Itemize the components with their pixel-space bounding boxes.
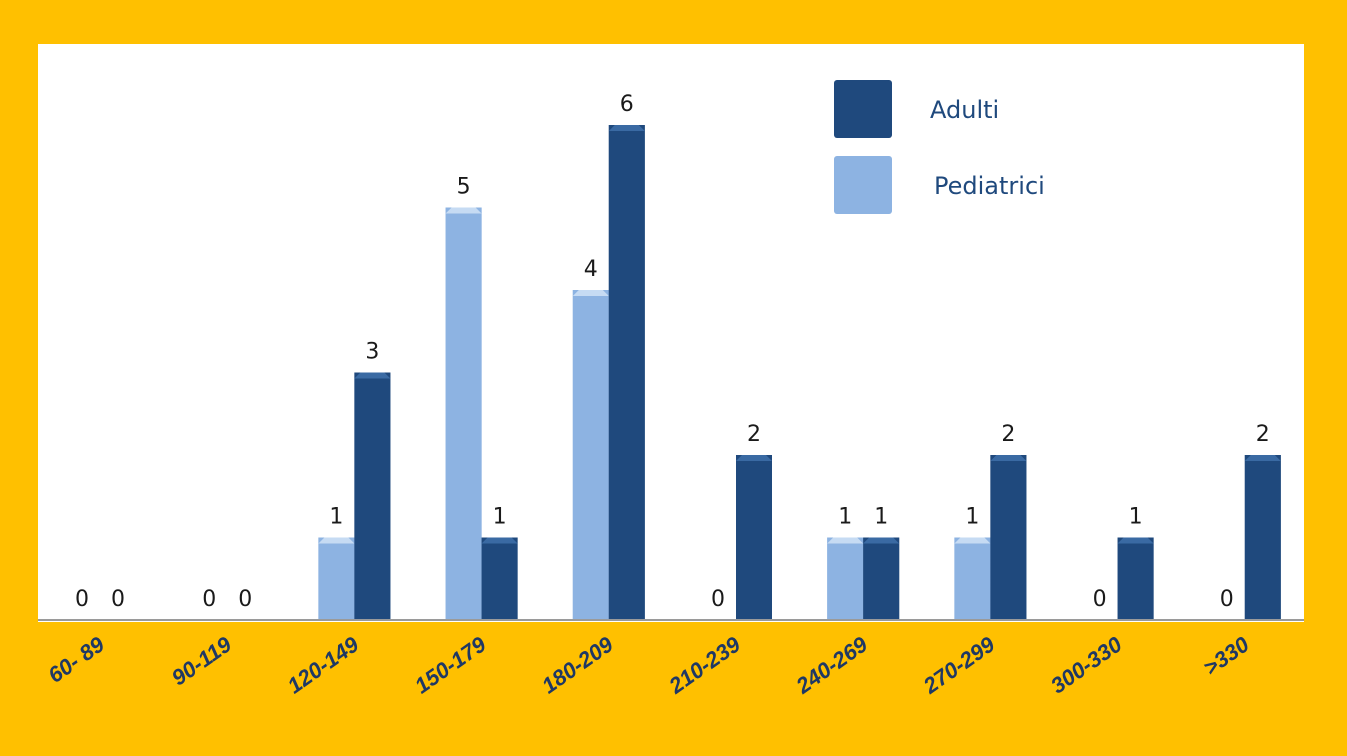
bar-shade-adulti-150-179 bbox=[481, 537, 518, 620]
bar-cap-adulti-120-149 bbox=[354, 372, 391, 379]
value-label-adulti-150-179: 1 bbox=[493, 505, 507, 530]
bar-cap-adulti-210-239 bbox=[736, 455, 772, 461]
tick-labels-group: 60- 89 90-119 120-149 150-179 180-209 210-239… bbox=[43, 631, 1254, 699]
value-label-adulti-120-149: 3 bbox=[365, 340, 379, 365]
plot-area bbox=[38, 44, 1304, 622]
bar-shade-adulti-300-330 bbox=[1117, 537, 1154, 620]
value-label-adulti-240-269: 1 bbox=[874, 505, 888, 530]
value-label-pediatrici-270-299: 1 bbox=[965, 505, 979, 530]
legend-swatch-adulti bbox=[834, 80, 892, 138]
x-tick-label-210-239: 210-239 bbox=[664, 631, 746, 699]
bar-shade-adulti-210-239 bbox=[736, 455, 772, 620]
legend-label-adulti: Adulti bbox=[930, 96, 999, 124]
x-tick-label-120-149: 120-149 bbox=[283, 631, 364, 698]
x-tick-label-60-89: 60- 89 bbox=[43, 631, 109, 688]
value-label-pediatrici-180-209: 4 bbox=[584, 257, 598, 282]
value-label-adulti-300-330: 1 bbox=[1129, 505, 1143, 530]
legend: Adulti Pediatrici bbox=[834, 80, 1045, 214]
value-label-pediatrici-330: 0 bbox=[1220, 587, 1234, 612]
value-label-pediatrici-210-239: 0 bbox=[711, 587, 725, 612]
value-label-adulti-60-89: 0 bbox=[111, 587, 125, 612]
bar-shade-pediatrici-150-179 bbox=[445, 207, 482, 620]
value-label-pediatrici-150-179: 5 bbox=[457, 175, 471, 200]
value-label-adulti-210-239: 2 bbox=[747, 422, 761, 447]
value-label-adulti-180-209: 6 bbox=[620, 92, 634, 117]
bar-shade-adulti-270-299 bbox=[990, 455, 1027, 620]
x-tick-label-240-269: 240-269 bbox=[791, 631, 873, 699]
x-tick-label-150-179: 150-179 bbox=[410, 631, 491, 698]
bar-shade-pediatrici-270-299 bbox=[954, 537, 991, 620]
bar-shade-pediatrici-180-209 bbox=[572, 290, 609, 620]
x-tick-label-300-330: 300-330 bbox=[1046, 631, 1127, 698]
bar-cap-pediatrici-120-149 bbox=[318, 537, 355, 544]
bar-cap-adulti-150-179 bbox=[481, 537, 518, 544]
value-label-pediatrici-60-89: 0 bbox=[75, 587, 89, 612]
value-label-pediatrici-90-119: 0 bbox=[202, 587, 216, 612]
value-label-adulti-90-119: 0 bbox=[238, 587, 252, 612]
bar-cap-pediatrici-180-209 bbox=[572, 290, 609, 296]
bar-shade-adulti-120-149 bbox=[354, 372, 391, 620]
bars-group bbox=[318, 125, 1281, 620]
bar-cap-adulti-330 bbox=[1244, 455, 1281, 461]
x-tick-label-270-299: 270-299 bbox=[918, 631, 1000, 699]
x-tick-label-180-209: 180-209 bbox=[537, 631, 618, 698]
bar-shade-pediatrici-120-149 bbox=[318, 537, 355, 620]
x-tick-label-90-119: 90-119 bbox=[167, 631, 237, 690]
value-label-pediatrici-300-330: 0 bbox=[1093, 587, 1107, 612]
bar-cap-pediatrici-240-269 bbox=[827, 537, 864, 544]
bar-shade-adulti-240-269 bbox=[863, 537, 900, 620]
bar-cap-pediatrici-270-299 bbox=[954, 537, 991, 544]
bar-cap-adulti-270-299 bbox=[990, 455, 1027, 461]
bar-cap-adulti-240-269 bbox=[863, 537, 900, 544]
bar-shade-adulti-180-209 bbox=[608, 125, 645, 620]
legend-swatch-pediatrici bbox=[834, 156, 892, 214]
bar-shade-pediatrici-240-269 bbox=[827, 537, 864, 620]
bar-cap-adulti-300-330 bbox=[1117, 537, 1154, 544]
value-label-pediatrici-240-269: 1 bbox=[838, 505, 852, 530]
value-label-pediatrici-120-149: 1 bbox=[329, 505, 343, 530]
legend-label-pediatrici: Pediatrici bbox=[934, 172, 1045, 200]
bar-cap-adulti-180-209 bbox=[608, 125, 645, 131]
bar-cap-pediatrici-150-179 bbox=[445, 207, 482, 214]
bar-shade-adulti-330 bbox=[1244, 455, 1281, 620]
x-tick-label-330: >330 bbox=[1199, 631, 1255, 680]
value-label-adulti-330: 2 bbox=[1256, 422, 1270, 447]
value-label-adulti-270-299: 2 bbox=[1001, 422, 1015, 447]
